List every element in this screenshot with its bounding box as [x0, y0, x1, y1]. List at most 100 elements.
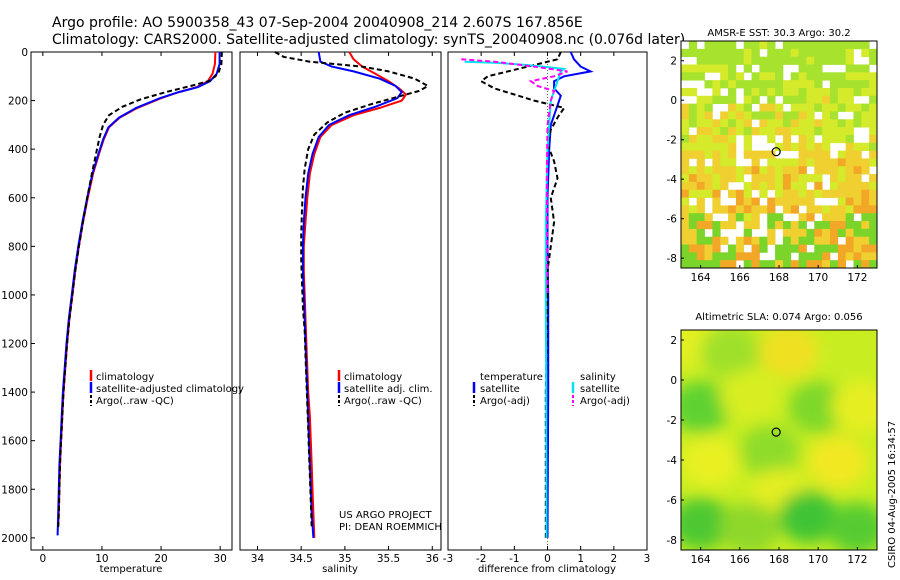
- sst-cell: [861, 119, 870, 128]
- sst-cell: [720, 48, 729, 58]
- y-tick-label: -4: [667, 174, 678, 186]
- difference-panel: -3 -2 -1 0 1 2 3 difference from climatology t…: [443, 51, 650, 575]
- sst-cell: [688, 181, 698, 191]
- sst-cell: [735, 119, 745, 128]
- sst-cell: [790, 181, 799, 191]
- sst-cell: [728, 64, 737, 73]
- sst-cell: [782, 87, 792, 97]
- sst-cell: [767, 221, 776, 230]
- y-tick-label: 1400: [1, 387, 28, 399]
- sst-cell: [829, 134, 839, 144]
- sla-field-blob: [739, 425, 800, 477]
- sst-cell: [806, 103, 815, 112]
- sst-cell: [704, 56, 713, 65]
- sst-cell: [696, 236, 705, 245]
- sst-cell: [696, 103, 705, 112]
- sst-cell: [845, 142, 854, 151]
- sst-cell: [829, 236, 839, 245]
- sst-cell: [853, 174, 862, 183]
- sst-cell: [681, 236, 690, 245]
- sst-cell: [720, 174, 729, 183]
- sst-cell: [712, 260, 721, 269]
- sst-cell: [782, 197, 792, 206]
- temperature-legend: climatology satellite-adjusted climatolo…: [89, 370, 244, 407]
- sst-cell: [751, 150, 760, 159]
- sst-cell: [720, 181, 729, 191]
- y-tick-label: 600: [8, 193, 28, 205]
- sst-cell: [845, 64, 854, 73]
- sst-cell: [837, 260, 847, 269]
- sst-cell: [688, 221, 698, 230]
- sst-cell: [759, 205, 768, 214]
- sst-cell: [853, 189, 862, 198]
- sst-cell: [845, 174, 854, 183]
- sst-cell: [814, 236, 823, 245]
- sst-map-panel: AMSR-E SST: 30.3 Argo: 30.2 164 166 168 170…: [667, 28, 878, 284]
- sst-cell: [767, 103, 776, 112]
- sst-cell: [845, 205, 854, 214]
- sst-cell: [814, 189, 823, 198]
- sst-cell: [720, 56, 729, 65]
- sst-cell: [767, 158, 776, 167]
- sst-cell: [829, 119, 839, 128]
- sst-cell: [712, 189, 721, 198]
- sst-cell: [743, 103, 752, 112]
- sst-cell: [829, 111, 839, 120]
- sst-cell: [822, 111, 831, 120]
- sst-cell: [814, 221, 823, 230]
- sst-cell: [704, 41, 713, 50]
- sst-cell: [829, 181, 839, 191]
- sst-cell: [688, 205, 698, 214]
- sst-cell: [845, 166, 854, 175]
- sst-cell: [782, 111, 792, 120]
- sst-cell: [735, 103, 745, 112]
- sst-cell: [814, 181, 823, 191]
- sst-cell: [782, 174, 792, 183]
- sst-cell: [767, 197, 776, 206]
- sla-map-title: Altimetric SLA: 0.074 Argo: 0.056: [695, 312, 862, 323]
- sst-cell: [743, 134, 752, 144]
- sst-cell: [790, 119, 799, 128]
- sst-cell: [806, 213, 815, 222]
- sst-cell: [696, 221, 705, 230]
- sst-cell: [814, 127, 823, 136]
- sst-cell: [743, 189, 752, 198]
- sst-cell: [814, 80, 823, 89]
- sst-cell: [798, 197, 807, 206]
- sst-cell: [759, 111, 768, 120]
- sla-field-blob: [788, 381, 849, 433]
- sst-cell: [688, 119, 698, 128]
- sst-cell: [822, 221, 831, 230]
- sst-cell: [798, 221, 807, 230]
- sst-cell: [845, 228, 854, 238]
- sst-cell: [814, 119, 823, 128]
- sst-cell: [751, 158, 760, 167]
- sst-cell: [837, 87, 847, 97]
- sst-cell: [720, 111, 729, 120]
- sst-cell: [822, 119, 831, 128]
- sst-cell: [735, 72, 745, 81]
- sst-cell: [743, 56, 752, 65]
- sst-cell: [759, 72, 768, 81]
- sst-cell: [681, 213, 690, 222]
- sst-cell: [704, 150, 713, 159]
- sst-cell: [751, 56, 760, 65]
- sst-cell: [681, 197, 690, 206]
- sst-cell: [728, 213, 737, 222]
- sst-cell: [696, 95, 705, 105]
- sst-cell: [798, 127, 807, 136]
- sst-cell: [696, 64, 705, 73]
- sst-cell: [767, 205, 776, 214]
- sst-cell: [704, 95, 713, 105]
- sst-cell: [767, 48, 776, 58]
- sst-cell: [751, 41, 760, 50]
- sst-cell: [845, 56, 854, 65]
- sst-cell: [822, 158, 831, 167]
- x-tick-label: 35: [338, 553, 351, 565]
- sst-cell: [782, 166, 792, 175]
- sst-cell: [806, 189, 815, 198]
- sst-cell: [853, 221, 862, 230]
- sst-cell: [775, 197, 784, 206]
- sst-cell: [704, 119, 713, 128]
- sst-cell: [688, 174, 698, 183]
